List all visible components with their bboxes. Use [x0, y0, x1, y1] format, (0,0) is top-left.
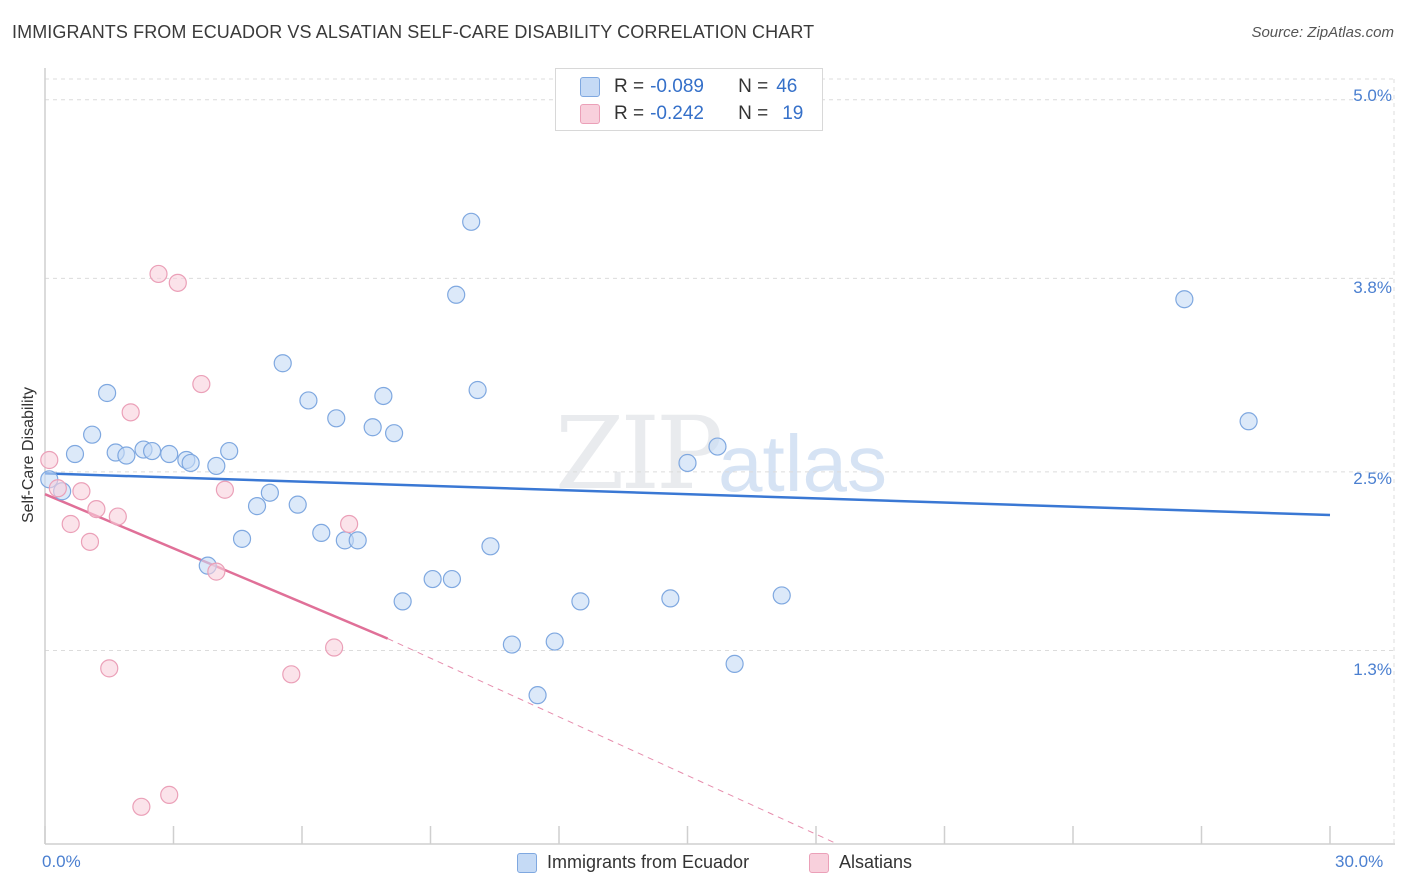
data-point-ecuador [327, 409, 346, 428]
data-point-alsatian [108, 507, 127, 526]
data-point-ecuador [678, 453, 697, 473]
data-point-alsatian [325, 638, 344, 657]
y-tick-label-1-3: 1.3% [1353, 660, 1392, 679]
legend-n-value: 46 [776, 76, 798, 97]
data-point-alsatian [340, 514, 359, 534]
data-point-alsatian [100, 659, 119, 678]
grid-layer [45, 78, 1395, 844]
y-axis-label: Self-Care Disability [20, 386, 37, 524]
bottom-legend-label-ecuador: Immigrants from Ecuador [547, 852, 750, 872]
data-point-alsatian [87, 499, 106, 519]
data-point-ecuador [384, 424, 404, 443]
legend-r-label: R = [614, 76, 645, 97]
data-point-ecuador [545, 632, 564, 651]
data-point-ecuador [661, 589, 680, 608]
points-layer [40, 212, 1258, 816]
data-point-ecuador [447, 285, 466, 304]
data-point-alsatian [40, 450, 59, 470]
chart-title: IMMIGRANTS FROM ECUADOR VS ALSATIAN SELF… [12, 22, 815, 42]
data-point-ecuador [468, 380, 487, 400]
data-point-alsatian [149, 264, 168, 284]
legend-r-value: -0.089 [650, 76, 704, 97]
trend-line [44, 472, 1331, 517]
data-point-ecuador [363, 418, 382, 437]
data-point-alsatian [80, 532, 100, 551]
data-point-ecuador [1239, 412, 1258, 431]
watermark-atlas: atlas [718, 419, 887, 508]
data-point-ecuador [142, 441, 162, 461]
data-point-ecuador [207, 456, 226, 476]
data-point-ecuador [528, 686, 547, 705]
bottom-legend-alsatian: Alsatians [809, 852, 912, 873]
data-point-ecuador [772, 586, 791, 605]
data-point-ecuador [288, 495, 307, 514]
data-point-ecuador [348, 531, 367, 550]
data-point-ecuador [273, 354, 292, 373]
data-point-ecuador [98, 383, 117, 403]
data-point-ecuador [393, 592, 412, 611]
data-point-ecuador [247, 497, 267, 516]
legend-n-label: N = [738, 103, 769, 124]
y-tick-label-3-8: 3.8% [1353, 278, 1392, 297]
chart-source: Source: ZipAtlas.com [1251, 24, 1394, 41]
data-point-ecuador [312, 523, 331, 543]
x-tick-label-max: 30.0% [1335, 852, 1384, 871]
data-point-alsatian [132, 797, 151, 816]
legend-swatch-alsatian [580, 104, 600, 124]
data-point-alsatian [168, 273, 187, 292]
data-point-ecuador [232, 529, 252, 548]
bottom-legend-ecuador: Immigrants from Ecuador [517, 852, 749, 873]
bottom-legend-swatch-alsatian [809, 852, 829, 873]
data-point-ecuador [462, 212, 481, 231]
data-point-ecuador [160, 444, 179, 464]
trend-layer [44, 472, 1331, 845]
data-point-ecuador [442, 569, 462, 589]
stats-legend: R = -0.089 N = 46 R = -0.242 N = 19 [555, 68, 823, 131]
data-point-alsatian [61, 514, 80, 534]
data-point-ecuador [502, 635, 521, 654]
data-point-ecuador [117, 446, 136, 465]
data-point-ecuador [725, 654, 744, 673]
data-point-ecuador [571, 592, 590, 611]
data-point-alsatian [282, 665, 301, 684]
data-point-alsatian [160, 785, 179, 804]
y-tick-label-5-0: 5.0% [1353, 86, 1392, 105]
bottom-legend-label-alsatian: Alsatians [839, 852, 913, 872]
data-point-alsatian [121, 403, 140, 422]
data-point-alsatian [48, 479, 67, 498]
data-point-ecuador [423, 569, 442, 589]
data-point-ecuador [181, 453, 200, 473]
legend-n-value: 19 [782, 103, 804, 124]
trend-line-dashed [387, 638, 838, 845]
data-point-ecuador [374, 386, 393, 406]
data-point-ecuador [220, 441, 239, 461]
data-point-ecuador [260, 483, 279, 502]
data-point-ecuador [1175, 290, 1194, 309]
legend-r-value: -0.242 [650, 103, 704, 124]
data-point-ecuador [65, 444, 85, 464]
data-point-ecuador [708, 437, 727, 456]
data-point-ecuador [481, 537, 500, 556]
data-point-alsatian [72, 482, 91, 501]
legend-row-ecuador: R = -0.089 N = 46 [580, 74, 797, 100]
x-tick-label-min: 0.0% [42, 852, 81, 871]
axis-layer [44, 68, 1395, 845]
data-point-alsatian [192, 374, 211, 394]
data-point-ecuador [299, 391, 318, 410]
bottom-legend-swatch-ecuador [517, 852, 537, 873]
legend-swatch-ecuador [580, 77, 600, 97]
y-tick-label-2-5: 2.5% [1353, 469, 1392, 488]
legend-row-alsatian: R = -0.242 N = 19 [580, 101, 803, 127]
data-point-alsatian [215, 480, 234, 499]
legend-r-label: R = [614, 103, 645, 124]
legend-n-label: N = [738, 76, 769, 97]
data-point-alsatian [207, 562, 226, 581]
data-point-ecuador [83, 425, 102, 444]
